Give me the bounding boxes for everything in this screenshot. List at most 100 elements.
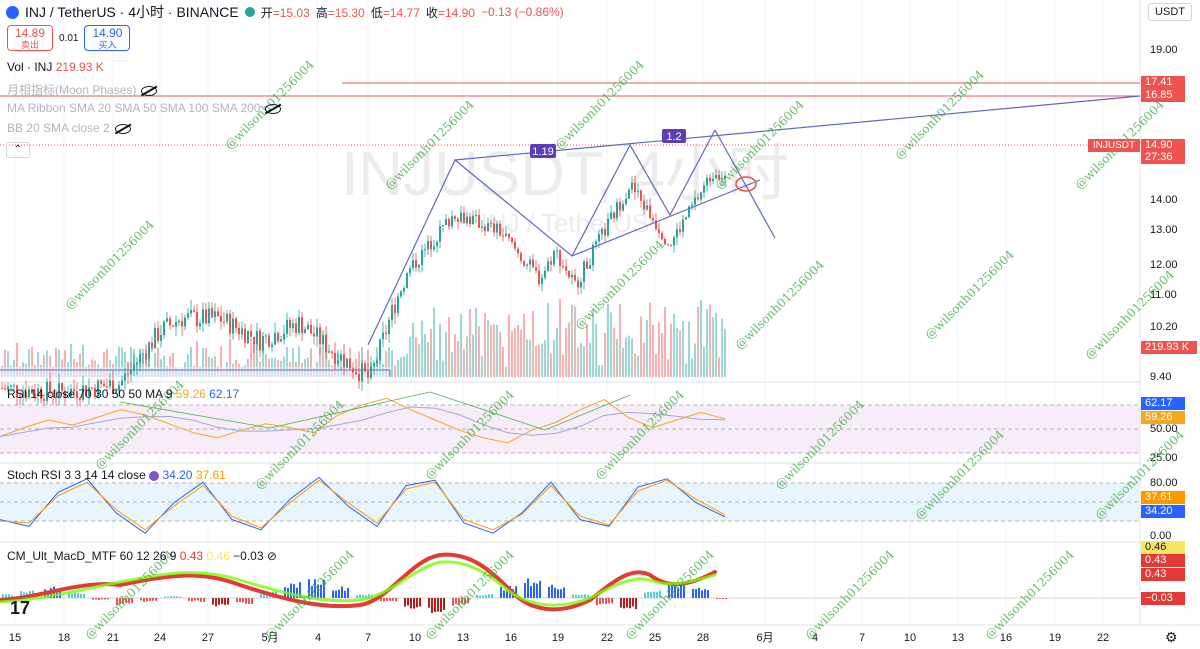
macd-hist-bar [380,598,382,602]
volume-bar [562,354,564,377]
symbol-title[interactable]: INJ / TetherUS · 4小时 · BINANCE [25,4,239,20]
macd-hist-bar [443,598,445,610]
hide-eye-icon[interactable] [114,123,131,134]
ma-ribbon-indicator-label[interactable]: MA Ribbon SMA 20 SMA 50 SMA 100 SMA 200 [7,101,282,115]
candle-body [619,202,621,211]
candle-body [460,212,462,222]
macd-tag-line-2: 0.43 [1141,568,1185,581]
volume-bar [565,328,567,377]
bb-indicator-label[interactable]: BB 20 SMA close 2 [7,121,131,135]
volume-bar [256,343,258,377]
candle-body [142,353,144,355]
symbol-header[interactable]: INJ / TetherUS · 4小时 · BINANCE 开=15.03 高… [6,3,564,21]
volume-bar [172,352,174,377]
candle-body [682,219,684,232]
target-circle [735,176,757,192]
pattern-label-1: 1.19 [532,146,553,158]
macd-hist-bar [245,598,247,604]
candle-body [706,177,708,186]
volume-bar [115,355,117,377]
settings-icon[interactable] [149,470,160,481]
indicator-axis-tick: 0.00 [1150,530,1171,542]
candle-body [385,332,387,334]
macd-hist-bar [98,598,100,600]
chart-pattern[interactable] [367,95,1141,346]
macd-indicator-label[interactable]: CM_Ult_MacD_MTF 60 12 26 9 0.43 0.46 −0.… [7,549,277,563]
time-axis-tick: 16 [1000,632,1012,644]
price-axis-tick: 13.00 [1150,224,1178,236]
candle-body [22,391,24,398]
collapse-legend-button[interactable]: ⌃ [6,142,30,158]
volume-bar [628,335,630,377]
macd-hist-bar [674,586,676,598]
macd-hist-bar [725,598,727,599]
currency-selector[interactable]: USDT [1148,3,1192,21]
volume-bar [646,320,648,377]
macd-hist-bar [149,598,151,601]
candle-body [532,259,534,268]
tradingview-logo-icon[interactable]: 17 [10,598,31,618]
macd-hist-bar [77,592,79,598]
candle-body [685,217,687,220]
macd-hist-bar [479,595,481,598]
volume-bar [697,306,699,377]
candle-body [298,317,300,334]
hide-eye-icon[interactable] [265,103,282,114]
candle-body [127,373,129,375]
hide-eye-icon[interactable] [141,85,158,96]
candle-body [178,321,180,323]
macd-hist-bar [647,592,649,598]
sell-button[interactable]: 14.89 卖出 [7,25,53,51]
volume-bar [418,344,420,377]
volume-bar [709,304,711,377]
volume-bar [604,332,606,377]
ohlc-open: 开=15.03 [260,5,310,20]
candle-body [436,241,438,247]
volume-indicator-label[interactable]: Vol · INJ 219.93 K [7,60,104,74]
macd-hist-bar [482,595,484,598]
volume-bar [622,347,624,377]
candle-body [553,250,555,265]
candle-body [334,352,336,364]
macd-hist-bar [125,598,127,603]
volume-bar [508,314,510,377]
macd-hist-bar [347,588,349,598]
volume-bar [625,337,627,377]
macd-hist-bar [146,598,148,602]
candle-body [442,225,444,227]
candle-body [496,223,498,233]
candle-body [199,323,201,327]
candle-body [622,204,624,211]
time-axis[interactable]: 15 18 21 24 27 5月 4 7 10 13 16 19 22 25 28 6月 4 7 10 13 16 19… [9,632,1109,644]
price-change: −0.13 (−0.86%) [480,5,564,19]
candle-body [535,267,537,271]
candle-body [52,392,54,397]
candle-body [16,385,18,397]
macd-hist-bar [107,598,109,600]
macd-hist-bar [407,598,409,606]
volume-bar [433,307,435,377]
candle-body [352,368,354,373]
gear-icon[interactable]: ⚙ [1165,629,1178,645]
candle-body [133,364,135,370]
macd-hist-bar [299,582,301,598]
candle-body [562,266,564,268]
macd-hist-bar [296,587,298,598]
macd-hist-bar [155,598,157,601]
volume-bar [157,347,159,377]
buy-button[interactable]: 14.90 买入 [84,25,131,51]
stoch-rsi-indicator-label[interactable]: Stoch RSI 3 3 14 14 close 34.20 37.61 [7,468,226,482]
rsi-indicator-label[interactable]: RSI 14 close 70 30 50 50 MA 9 59.26 62.1… [7,387,240,401]
volume-bar [439,323,441,377]
macd-hist-bar [476,594,478,598]
price-axis[interactable]: 19.0018.0014.0013.0012.0011.0010.209.405… [1150,44,1178,542]
volume-bar [283,356,285,377]
volume-bar [253,343,255,377]
candle-body [634,182,636,193]
moon-phase-indicator-label[interactable]: 月相指标(Moon Phases) [7,81,158,98]
volume-bar [673,313,675,377]
volume-bar [712,317,714,377]
macd-hist-bar [68,592,70,598]
macd-hist-bar [551,584,553,598]
